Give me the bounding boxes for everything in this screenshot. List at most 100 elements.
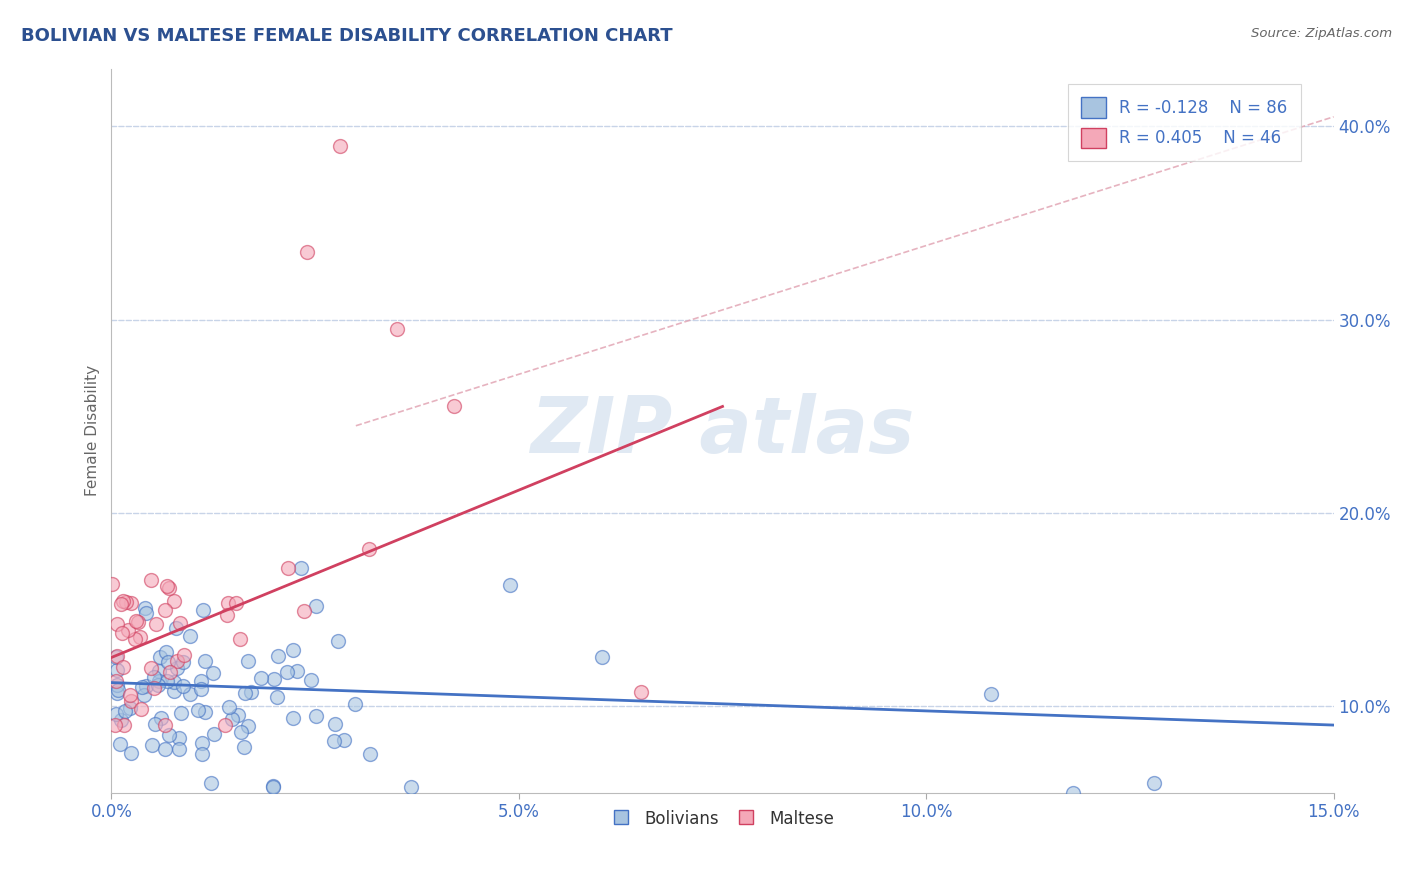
Point [221,712,243,726]
Point [173,648,195,663]
Point [443,400,465,414]
Point [149,650,172,665]
Point [157,729,180,743]
Point [127,615,149,630]
Point [322,734,344,748]
Point [193,705,215,719]
Point [326,633,349,648]
Point [191,736,214,750]
Point [191,603,214,617]
Point [305,708,328,723]
Point [105,678,128,692]
Point [266,690,288,704]
Point [101,577,124,591]
Point [166,654,188,668]
Point [156,656,179,670]
Point [120,701,142,715]
Point [191,747,214,761]
Point [156,674,179,689]
Point [359,541,381,556]
Point [105,650,128,665]
Point [179,629,201,643]
Point [399,780,422,794]
Point [329,138,352,153]
Point [172,679,194,693]
Point [190,681,212,696]
Point [1143,776,1166,790]
Y-axis label: Female Disability: Female Disability [86,365,100,496]
Point [218,700,240,714]
Point [263,672,285,686]
Point [105,616,128,631]
Point [108,737,131,751]
Point [156,579,179,593]
Point [159,665,181,679]
Point [107,683,129,698]
Point [105,649,128,664]
Point [114,704,136,718]
Point [115,595,138,609]
Point [305,599,328,613]
Point [169,615,191,630]
Point [172,655,194,669]
Point [146,678,169,692]
Point [105,686,128,700]
Point [194,654,217,668]
Point [110,713,132,727]
Point [111,659,134,673]
Point [179,687,201,701]
Point [385,322,408,336]
Point [200,776,222,790]
Point [290,561,312,575]
Point [120,596,142,610]
Point [233,740,256,755]
Point [190,673,212,688]
Point [143,717,166,731]
Point [292,604,315,618]
Point [217,596,239,610]
Point [163,674,186,689]
Point [128,630,150,644]
Point [276,665,298,679]
Point [163,594,186,608]
Point [129,702,152,716]
Point [142,681,165,695]
Point [229,725,252,739]
Point [236,654,259,668]
Point [591,650,613,665]
Point [980,687,1002,701]
Point [202,666,225,681]
Point [239,685,262,699]
Point [155,603,177,617]
Point [141,739,163,753]
Point [225,596,247,610]
Point [299,673,322,687]
Point [111,626,134,640]
Point [112,718,135,732]
Point [281,711,304,725]
Point [110,597,132,611]
Point [150,711,173,725]
Point [124,632,146,646]
Point [170,706,193,720]
Point [125,615,148,629]
Point [131,680,153,694]
Point [167,731,190,745]
Point [214,718,236,732]
Point [135,679,157,693]
Point [165,621,187,635]
Point [166,661,188,675]
Point [104,706,127,721]
Point [630,685,652,699]
Point [325,717,347,731]
Point [141,573,163,587]
Point [148,674,170,689]
Legend: Bolivians, Maltese: Bolivians, Maltese [605,804,841,835]
Text: Source: ZipAtlas.com: Source: ZipAtlas.com [1251,27,1392,40]
Point [499,577,522,591]
Point [285,665,308,679]
Point [139,661,162,675]
Point [226,707,249,722]
Point [132,688,155,702]
Text: BOLIVIAN VS MALTESE FEMALE DISABILITY CORRELATION CHART: BOLIVIAN VS MALTESE FEMALE DISABILITY CO… [21,27,672,45]
